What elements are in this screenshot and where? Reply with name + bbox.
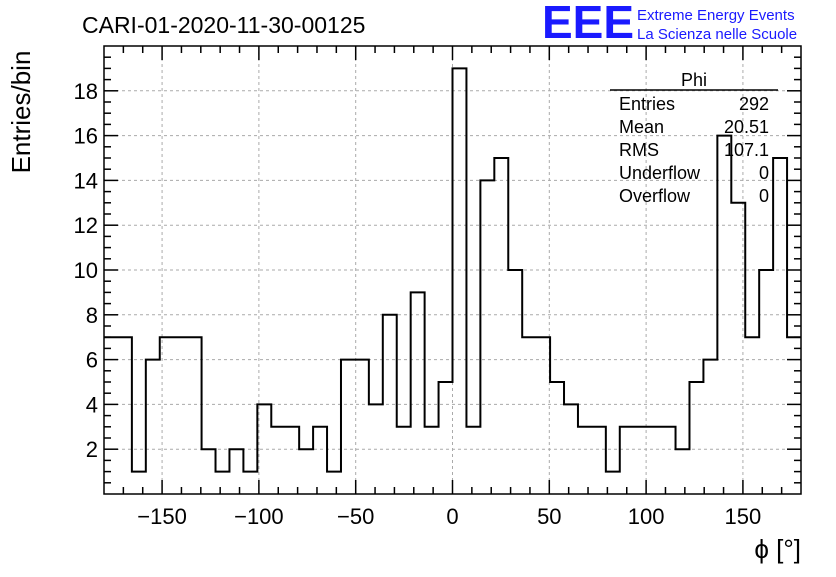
stats-label-overflow: Overflow	[619, 186, 691, 206]
y-tick-label: 18	[74, 79, 98, 104]
histogram-bin	[202, 449, 216, 494]
histogram-bin	[703, 360, 717, 494]
histogram-bin	[229, 449, 243, 494]
histogram-bin	[494, 158, 508, 494]
x-axis-label: ϕ [°]	[754, 534, 801, 564]
stats-title: Phi	[681, 70, 707, 90]
histogram-bin	[578, 427, 592, 494]
histogram-bin	[355, 360, 369, 494]
y-tick-label: 2	[86, 437, 98, 462]
histogram-bin	[676, 449, 690, 494]
stats-value-overflow: 0	[759, 186, 769, 206]
y-axis-label: Entries/bin	[6, 51, 36, 174]
x-tick-label: −100	[234, 504, 284, 529]
axis-ticks: −150 −100 −50 0 50 100 150 2 4 6 8 10 12 14 16 18	[74, 46, 801, 529]
logo-line-2: La Scienza nelle Scuole	[637, 26, 797, 43]
histogram-bin	[188, 337, 202, 494]
y-tick-label: 8	[86, 303, 98, 328]
eee-logo: EEE	[542, 0, 634, 48]
histogram-bin	[453, 68, 467, 494]
histogram-bin	[160, 337, 174, 494]
run-title: CARI-01-2020-11-30-00125	[82, 12, 365, 38]
histogram-bin	[327, 472, 341, 494]
x-tick-label: −150	[137, 504, 187, 529]
y-tick-label: 14	[74, 168, 98, 193]
histogram-outline	[104, 67, 801, 473]
histogram-bin	[411, 292, 425, 494]
x-tick-label: 0	[446, 504, 458, 529]
histogram-bin	[243, 472, 257, 494]
histogram-bin	[369, 404, 383, 494]
stats-value-mean: 20.51	[724, 117, 769, 137]
histogram-bin	[146, 360, 160, 494]
x-tick-label: 100	[628, 504, 665, 529]
histogram-bin	[313, 427, 327, 494]
histogram-bin	[564, 404, 578, 494]
histogram-bin	[466, 427, 480, 494]
stats-label-rms: RMS	[619, 140, 659, 160]
histogram-bin	[271, 427, 285, 494]
histogram-bin	[745, 337, 759, 494]
histogram-bin	[397, 427, 411, 494]
histogram-bin	[717, 136, 731, 494]
stats-value-rms: 107.1	[724, 140, 769, 160]
histogram-bin	[299, 449, 313, 494]
logo-line-1: Extreme Energy Events	[637, 7, 795, 24]
stats-label-mean: Mean	[619, 117, 664, 137]
histogram-bin	[216, 472, 230, 494]
stats-label-underflow: Underflow	[619, 163, 701, 183]
stats-value-underflow: 0	[759, 163, 769, 183]
stats-value-entries: 292	[739, 94, 769, 114]
x-tick-label: 150	[725, 504, 762, 529]
histogram-bin	[285, 427, 299, 494]
x-tick-label: −50	[337, 504, 374, 529]
histogram-bin	[773, 158, 787, 494]
y-tick-label: 4	[86, 392, 98, 417]
histogram-bin	[425, 427, 439, 494]
histogram-bin	[132, 472, 146, 494]
histogram-bin	[592, 427, 606, 494]
histogram-bin	[383, 315, 397, 494]
histogram-bin	[759, 270, 773, 494]
histogram-bin	[536, 337, 550, 494]
histogram-bin	[174, 337, 188, 494]
histogram-bin	[662, 427, 676, 494]
stats-label-entries: Entries	[619, 94, 675, 114]
histogram-bin	[550, 382, 564, 494]
histogram-bin	[118, 337, 132, 494]
histogram-bin	[689, 382, 703, 494]
histogram-bin	[620, 427, 634, 494]
histogram-bin	[341, 360, 355, 494]
y-tick-label: 6	[86, 348, 98, 373]
histogram-bin	[439, 382, 453, 494]
histogram-bin	[648, 427, 662, 494]
y-tick-label: 16	[74, 124, 98, 149]
histogram-bin	[731, 203, 745, 494]
histogram-bin	[480, 180, 494, 494]
histogram-bins	[104, 68, 801, 494]
y-tick-label: 12	[74, 213, 98, 238]
histogram-bin	[508, 270, 522, 494]
histogram-bin	[522, 337, 536, 494]
stats-box: Phi Entries 292 Mean 20.51 RMS 107.1 Und…	[610, 70, 778, 206]
x-tick-label: 50	[537, 504, 561, 529]
y-tick-label: 10	[74, 258, 98, 283]
